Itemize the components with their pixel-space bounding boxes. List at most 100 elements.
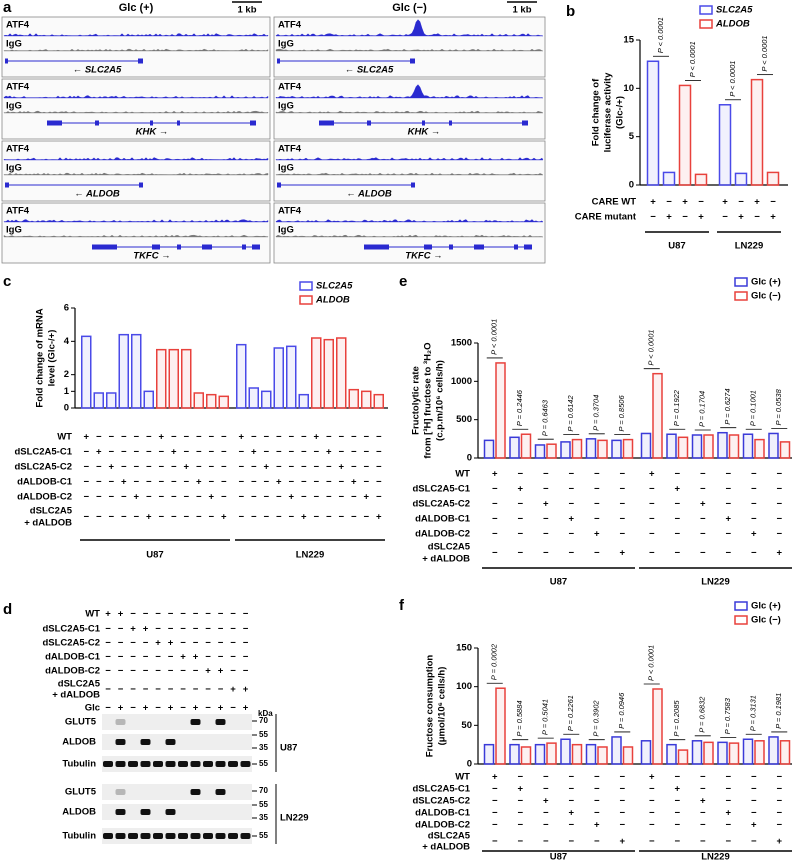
marker-label: 70 [259,786,268,795]
condition-sign: − [700,836,706,847]
bar [93,392,104,409]
condition-sign: + [276,477,282,488]
condition-sign: − [674,836,680,847]
condition-sign: − [155,666,161,677]
condition-sign: − [326,477,332,488]
condition-sign: + [568,514,574,525]
condition-sign: − [208,447,214,458]
condition-sign: − [776,808,782,819]
condition-sign: − [725,836,731,847]
condition-label: dSLC2A5-C1 [14,447,72,458]
condition-sign: + [193,652,199,663]
exon [524,244,532,250]
blot-band [103,833,113,839]
condition-sign: + [543,796,549,807]
bar [779,740,791,765]
condition-sign: − [288,432,294,443]
bar [560,441,571,459]
condition-sign: + [619,836,625,847]
track-box [273,202,546,264]
condition-sign: − [146,462,152,473]
condition-sign: + [338,462,344,473]
condition-sign: − [183,477,189,488]
y-tick-label: 10 [623,83,634,94]
marker-label: 55 [259,800,268,809]
p-value: P = 0.5884 [515,700,524,736]
condition-sign: − [594,796,600,807]
condition-sign: + [725,808,731,819]
condition-sign: − [776,820,782,831]
condition-sign: − [649,784,655,795]
condition-sign: − [725,796,731,807]
condition-sign: + [133,492,139,503]
blot-band [115,809,126,815]
condition-sign: − [674,548,680,559]
exon [252,244,260,250]
bar [348,388,359,409]
condition-sign: − [108,447,114,458]
blot-band [165,739,176,745]
condition-sign: − [193,638,199,649]
condition-sign: − [674,820,680,831]
condition-sign: + [168,638,174,649]
condition-label: WT [57,432,72,443]
y-tick-label: 15 [623,35,634,46]
condition-sign: − [594,548,600,559]
group-label: LN229 [701,577,730,588]
condition-sign: − [492,808,498,819]
condition-sign: + [725,514,731,525]
condition-sign: − [492,836,498,847]
condition-sign: − [594,808,600,819]
condition-sign: − [108,512,114,523]
legend-swatch [734,277,748,287]
bar [546,443,557,459]
condition-sign: − [301,462,307,473]
track-label: IgG [278,225,294,236]
condition-sign: − [158,447,164,458]
track-box [273,78,546,140]
condition-label: dSLC2A5 [58,679,101,690]
exon [5,182,9,188]
condition-sign: − [517,548,523,559]
condition-sign: − [118,684,124,695]
condition-sign: − [130,638,136,649]
legend-label: Glc (−) [751,615,781,626]
bar [694,173,708,186]
exon [152,244,160,250]
gene-label: ← ALDOB [74,189,120,200]
condition-sign: − [751,784,757,795]
condition-sign: − [193,684,199,695]
y-tick-label: 150 [456,643,472,654]
track-label: ATF4 [6,206,30,217]
bar [106,392,117,409]
condition-sign: − [594,514,600,525]
exon [449,120,452,126]
track-label: IgG [6,163,22,174]
condition-sign: + [183,462,189,473]
condition-label: dALDOB-C2 [415,529,470,540]
group-label: LN229 [701,852,730,861]
y-axis-label: luciferase activity [603,72,614,152]
exon [250,120,256,126]
condition-sign: − [105,624,111,635]
condition-sign: + [770,212,776,223]
condition-sign: − [243,652,249,663]
bar [677,749,689,765]
condition-sign: − [517,772,523,783]
condition-sign: − [130,652,136,663]
condition-sign: − [674,499,680,510]
condition-sign: − [193,666,199,677]
signal-track [275,219,544,223]
condition-sign: + [168,703,174,714]
condition-sign: − [155,652,161,663]
condition-sign: − [180,624,186,635]
condition-sign: − [363,432,369,443]
condition-sign: − [650,212,656,223]
bar [585,438,597,459]
bar [520,746,532,765]
condition-sign: − [776,484,782,495]
condition-sign: + [776,836,782,847]
condition-sign: − [725,499,731,510]
blot-band [103,761,113,767]
group-label: U87 [550,577,567,588]
